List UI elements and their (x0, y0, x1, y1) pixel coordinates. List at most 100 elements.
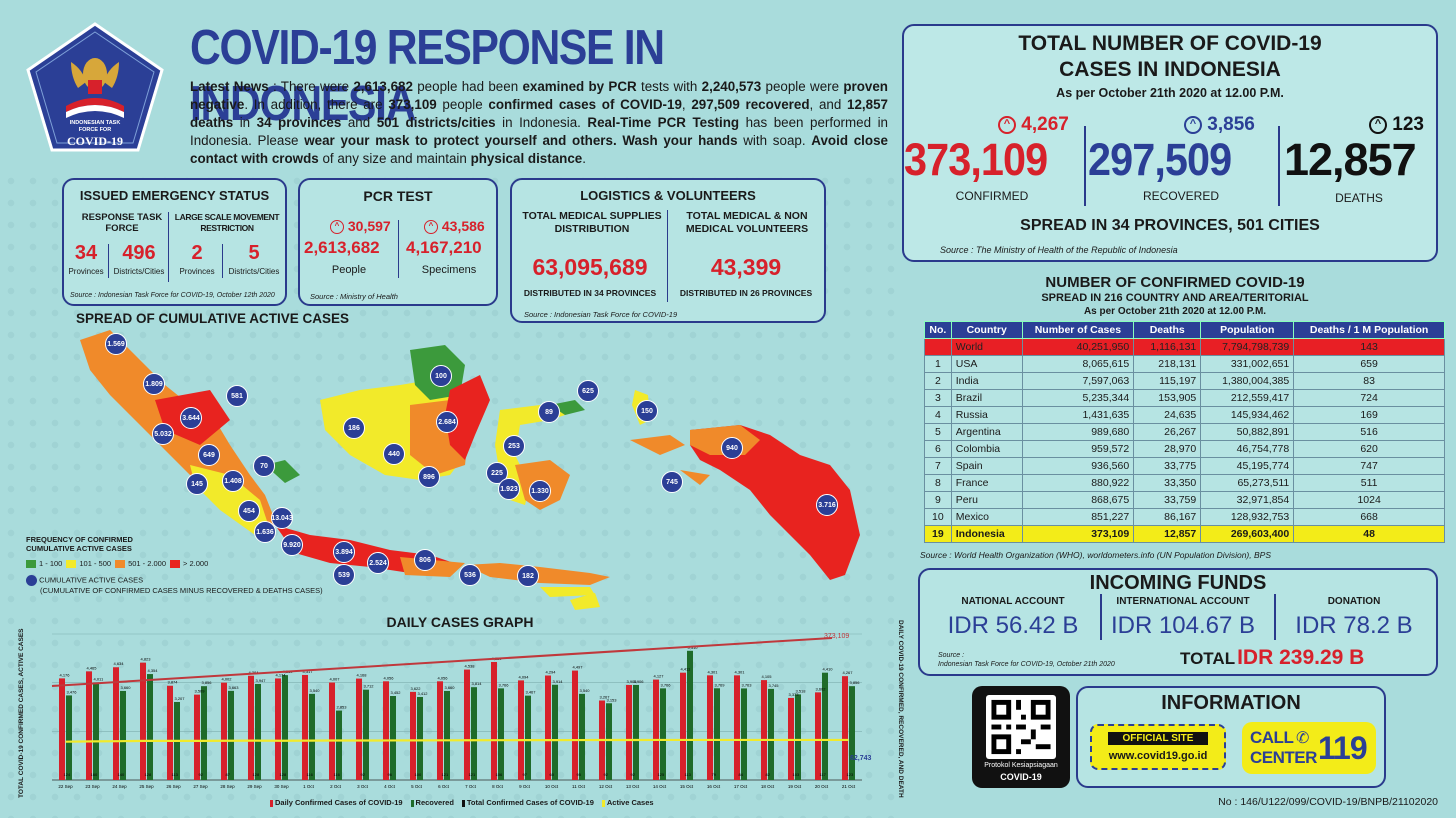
table-row: 3 Brazil 5,235,344 153,905 212,559,417 724 (924, 389, 1445, 407)
confirmed-label: 3,602 (816, 686, 827, 691)
chart-legend-item: Active Cases (601, 798, 654, 807)
recovered-label: 3,766 (661, 682, 672, 687)
confirmed-label: 3,906 (627, 679, 638, 684)
qr-card[interactable]: Protokol Kesiapsiagaan COVID-19 (972, 686, 1070, 788)
recovered-label: 3,660 (121, 685, 132, 690)
confirmed-label: 4,301 (708, 669, 719, 674)
chart-legend-label: Total Confirmed Cases of COVID-19 (466, 798, 594, 807)
table-cell: 989,680 (1021, 423, 1135, 441)
recovered-label: 3,467 (526, 690, 537, 695)
spread-text: SPREAD IN 34 PROVINCES, 501 CITIES (1020, 217, 1320, 234)
logo-line3: COVID-19 (67, 134, 123, 148)
chevron-up-icon: ^ (424, 220, 438, 235)
supplies-note: DISTRIBUTED IN 34 PROVINCES (523, 288, 657, 298)
recovered-label: 3,540 (580, 688, 591, 693)
legend-swatch (26, 560, 36, 569)
death-label: 128 (145, 772, 152, 777)
tick-label: 30 Sep (274, 784, 289, 789)
chart-legend-label: Daily Confirmed Cases of COVID-19 (275, 798, 403, 807)
tick-label: 1 Oct (303, 784, 315, 789)
recovered-bar (309, 693, 315, 780)
map-marker: 806 (414, 549, 436, 571)
table-cell: 83 (1293, 372, 1445, 390)
table-cell: Brazil (950, 389, 1023, 407)
daily-cases-chart: 4,176 3,476 124 22 Sep 4,465 4,011 160 23 Sep 4,… (51, 633, 872, 789)
map-papua (690, 425, 860, 580)
international-label: INTERNATIONAL ACCOUNT (1116, 596, 1250, 607)
table-cell: 6 (924, 440, 952, 458)
table-cell: 169 (1293, 406, 1445, 424)
table-row: 5 Argentina 989,680 26,267 50,882,891 516 (924, 423, 1445, 441)
table-header: Country (950, 321, 1023, 339)
volunteers-note: DISTRIBUTED IN 26 PROVINCES (679, 288, 813, 298)
table-header: No. (924, 321, 952, 339)
table-cell: 7 (924, 457, 952, 475)
recovered-bar (336, 710, 342, 780)
table-cell: 145,934,462 (1200, 406, 1295, 424)
recovered-bar (282, 675, 288, 780)
recovered-bar (660, 688, 666, 780)
table-cell: 48 (1293, 525, 1445, 543)
recovered-bar (498, 688, 504, 780)
qr-code-icon (991, 699, 1051, 755)
tick-label: 21 Oct (842, 784, 856, 789)
table-cell: 33,775 (1133, 457, 1202, 475)
confirmed-bar (221, 682, 227, 780)
confirmed-label: 4,105 (762, 674, 773, 679)
map-marker: 150 (636, 400, 658, 422)
table-cell: 373,109 (1021, 525, 1135, 543)
death-label: 92 (604, 772, 609, 777)
confirmed-bar (140, 662, 146, 780)
table-cell: World (950, 338, 1023, 356)
recovered-label: 3,663 (229, 685, 240, 690)
recovered-bar (93, 682, 99, 780)
legend-title-line2: CUMULATIVE ACTIVE CASES (26, 544, 132, 553)
official-site-button[interactable]: OFFICIAL SITE www.covid19.go.id (1090, 724, 1226, 770)
map-marker: 1.636 (254, 521, 276, 543)
map-marker: 3.716 (816, 494, 838, 516)
chart-legend-swatch (410, 799, 414, 807)
chart-legend-swatch (601, 799, 605, 807)
chart-ylabel-right: DAILY COVID-19 CONFIRMED, RECOVERED, AND… (897, 620, 904, 798)
table-cell: 269,603,400 (1200, 525, 1295, 543)
death-label: 117 (820, 772, 827, 777)
pcr-people-label: People (331, 264, 367, 276)
confirmed-label: 4,094 (519, 674, 530, 679)
confirmed-bar (167, 685, 173, 780)
recovered-bar (633, 684, 639, 780)
table-cell: 46,754,778 (1200, 440, 1295, 458)
recovered-bar (201, 686, 207, 780)
death-label: 79 (712, 772, 717, 777)
circle-legend-icon (26, 575, 37, 586)
world-title: NUMBER OF CONFIRMED COVID-19 (1045, 274, 1305, 291)
official-site-url[interactable]: www.covid19.go.id (1108, 750, 1208, 762)
total-confirmed-annotation: 373,109 (824, 633, 849, 640)
confirmed-bar (86, 671, 92, 780)
call-center-button[interactable]: CALL CENTER ✆ 119 (1242, 722, 1376, 774)
map-marker: 1.569 (105, 333, 127, 355)
table-cell: 659 (1293, 355, 1445, 373)
recovered-label: 3,518 (796, 688, 807, 693)
table-cell: 959,572 (1021, 440, 1135, 458)
recovered-label: 3,207 (175, 696, 186, 701)
table-cell: 516 (1293, 423, 1445, 441)
table-cell: 32,971,854 (1200, 491, 1295, 509)
death-label: 87 (226, 772, 231, 777)
totals-source: Source : The Ministry of Health of the R… (940, 245, 1178, 255)
tick-label: 9 Oct (519, 784, 531, 789)
recovered-label: 4,410 (823, 667, 834, 672)
death-label: 121 (469, 772, 476, 777)
chart-ylabel-left: TOTAL COVID-19 CONFIRMED CASES, ACTIVE C… (18, 628, 25, 798)
information-title: INFORMATION (1161, 692, 1301, 714)
legend-swatch (115, 560, 126, 569)
pcr-specimens-increase: ^ 43,586 (424, 218, 485, 235)
tick-label: 29 Sep (247, 784, 262, 789)
legend-label: 1 - 100 (39, 559, 63, 568)
table-cell: 33,759 (1133, 491, 1202, 509)
confirmed-label: 3,373 (789, 692, 800, 697)
table-row: 4 Russia 1,431,635 24,635 145,934,462 169 (924, 406, 1445, 424)
chart-legend-swatch (270, 799, 273, 807)
supplies-title: TOTAL MEDICAL SUPPLIES DISTRIBUTION (522, 210, 662, 235)
death-label: 95 (577, 772, 582, 777)
donation-label: DONATION (1327, 596, 1381, 607)
